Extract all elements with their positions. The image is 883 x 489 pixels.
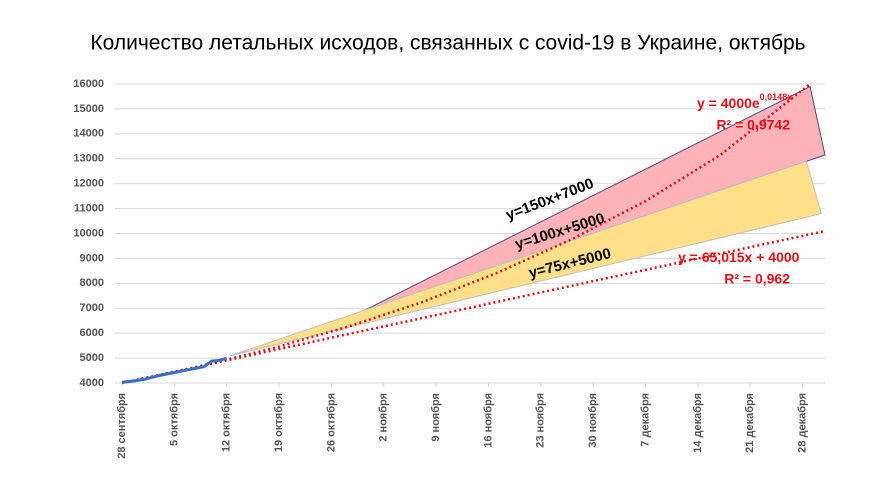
x-tick-label: 23 ноября <box>535 393 547 448</box>
x-tick-label: 9 ноября <box>430 393 442 442</box>
y-tick-label: 15000 <box>73 103 104 115</box>
y-tick-label: 10000 <box>73 227 104 239</box>
x-tick-label: 19 октября <box>273 393 285 452</box>
y-tick-label: 6000 <box>80 327 104 339</box>
x-tick-label: 7 декабря <box>639 393 651 447</box>
data-line <box>121 356 228 384</box>
x-tick-label: 21 декабря <box>744 393 756 453</box>
x-tick-label: 28 декабря <box>796 393 808 453</box>
trend-r2: R² = 0,962 <box>724 271 790 287</box>
x-tick-label: 26 октября <box>325 393 337 452</box>
trend-equation-text: y = 65,015x + 4000 <box>678 249 800 265</box>
trend-equation-text: y = 4000e <box>697 95 760 111</box>
y-tick-label: 9000 <box>80 252 104 264</box>
trend-equation-sup: 0,0148x <box>760 92 793 102</box>
y-tick-label: 8000 <box>80 277 104 289</box>
trend-r2: R² = 0,9742 <box>716 117 790 133</box>
trend-equation: y = 4000e0,0148x <box>697 92 792 110</box>
x-tick-label: 2 ноября <box>378 393 390 442</box>
y-tick-label: 16000 <box>73 78 104 90</box>
x-tick-label: 12 октября <box>221 393 233 452</box>
x-tick-label: 16 ноября <box>482 393 494 448</box>
x-tick-label: 5 октября <box>168 393 180 446</box>
y-tick-label: 12000 <box>73 178 104 190</box>
y-tick-label: 14000 <box>73 128 104 140</box>
y-tick-label: 11000 <box>74 202 104 214</box>
y-tick-label: 7000 <box>80 302 104 314</box>
x-tick-label: 28 сентября <box>116 393 128 459</box>
y-tick-label: 5000 <box>80 352 104 364</box>
y-tick-label: 13000 <box>73 153 104 165</box>
x-tick-label: 14 декабря <box>692 393 704 453</box>
projection-band <box>230 160 822 357</box>
trendline <box>121 83 811 385</box>
x-tick-label: 30 ноября <box>587 393 599 448</box>
trend-equation: y = 65,015x + 4000 <box>678 249 800 265</box>
y-tick-label: 4000 <box>80 377 104 389</box>
chart-title: Количество летальных исходов, связанных … <box>90 32 805 55</box>
